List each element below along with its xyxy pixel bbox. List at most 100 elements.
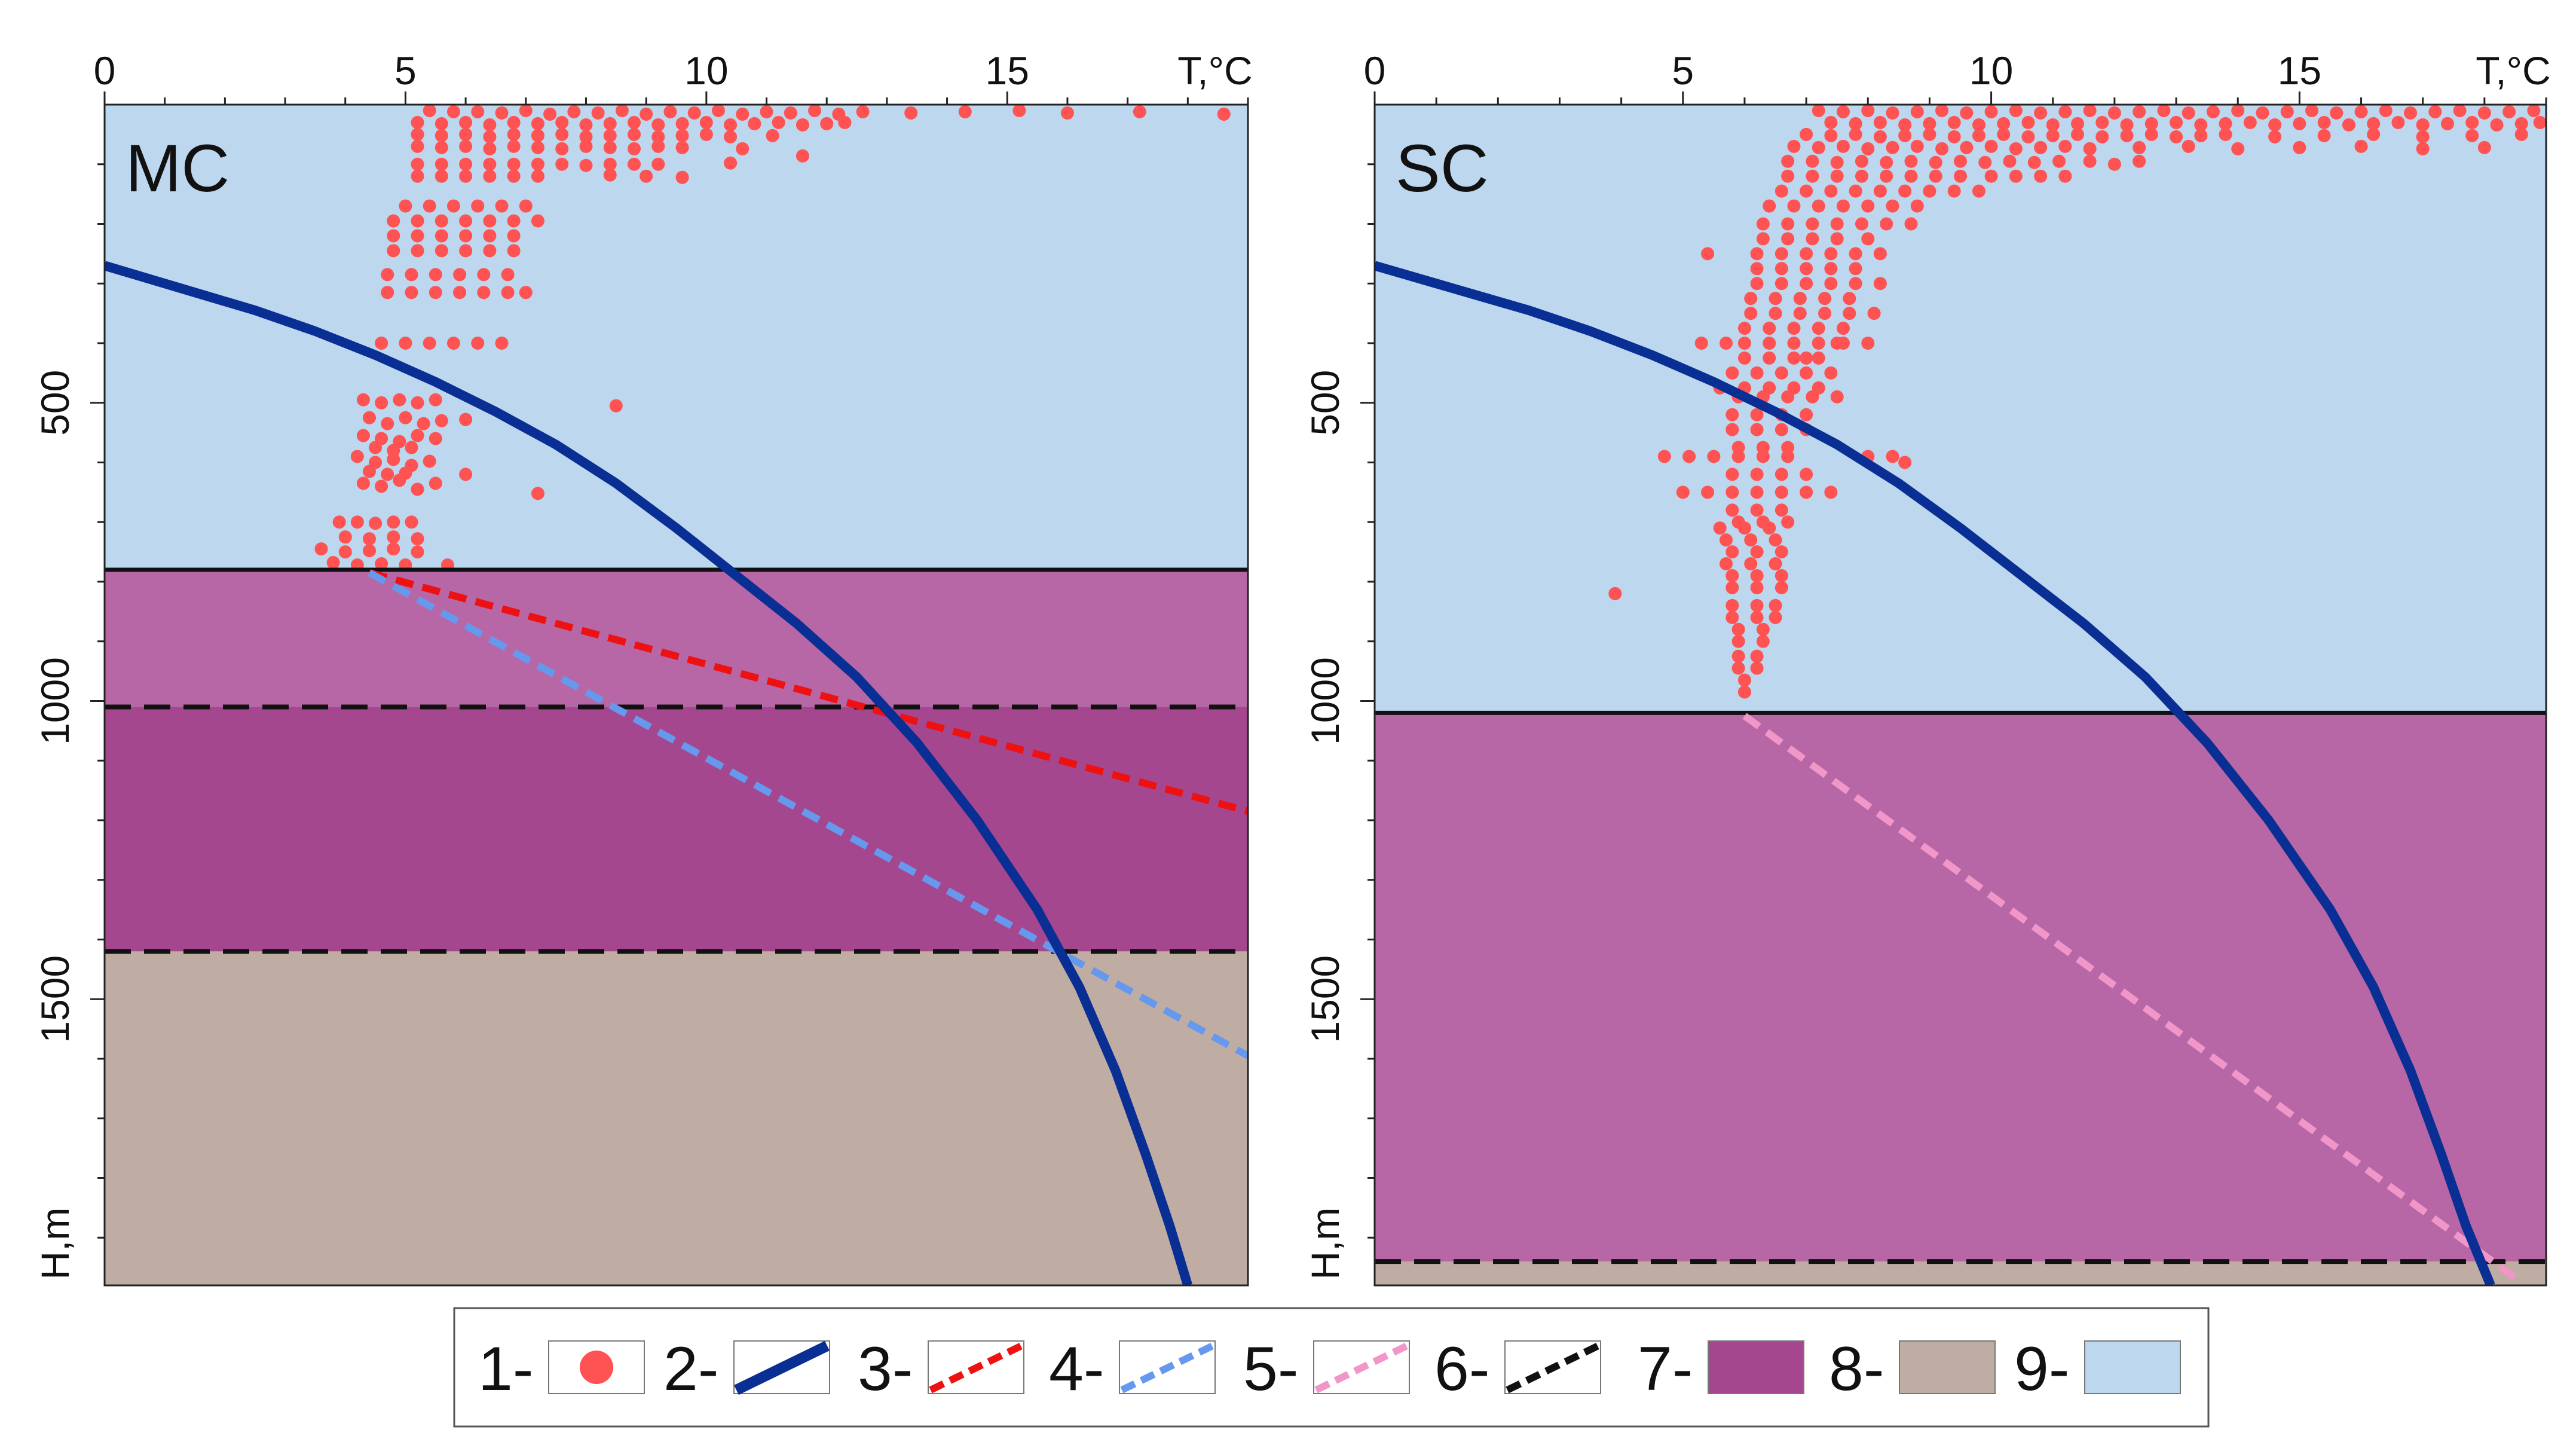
data-point xyxy=(1806,154,1819,168)
data-point xyxy=(1763,199,1776,213)
data-point xyxy=(2428,105,2442,118)
data-point xyxy=(2133,154,2146,168)
data-point xyxy=(1855,169,1868,183)
blue-curve xyxy=(1375,261,2495,1285)
data-point xyxy=(1775,277,1788,291)
legend-label-7: 7- xyxy=(1638,1334,1693,1404)
data-point xyxy=(314,542,328,556)
data-point xyxy=(1750,503,1764,517)
data-point xyxy=(2330,106,2344,120)
data-point xyxy=(1769,307,1782,320)
data-point xyxy=(507,169,521,183)
data-point xyxy=(1910,199,1924,213)
data-point xyxy=(1750,661,1764,675)
data-point xyxy=(356,476,370,490)
data-point xyxy=(1726,581,1739,594)
data-point xyxy=(1682,450,1696,463)
data-point xyxy=(1824,115,1838,129)
data-point xyxy=(332,515,346,529)
data-point xyxy=(1775,485,1788,499)
data-point xyxy=(423,105,436,117)
data-point xyxy=(411,169,424,183)
data-point xyxy=(2009,105,2023,117)
data-point xyxy=(1855,154,1868,168)
data-point xyxy=(724,130,738,143)
data-point xyxy=(411,545,424,559)
data-point xyxy=(699,115,713,129)
legend-label-4: 4- xyxy=(1049,1334,1104,1404)
legend-label-9: 9- xyxy=(2014,1334,2069,1404)
data-point xyxy=(2071,127,2084,141)
data-point xyxy=(1837,139,1850,153)
layer-8-band xyxy=(105,951,1248,1285)
data-point xyxy=(2465,129,2479,142)
data-point xyxy=(483,214,497,228)
data-point xyxy=(651,130,665,143)
data-point xyxy=(699,127,713,141)
data-point xyxy=(1713,521,1727,535)
data-point xyxy=(1750,247,1764,261)
data-point xyxy=(2021,130,2035,143)
data-point xyxy=(519,199,533,213)
data-point xyxy=(1800,184,1813,198)
data-point xyxy=(405,515,418,529)
data-point xyxy=(760,105,773,118)
data-point xyxy=(1731,450,1745,463)
data-point xyxy=(958,105,972,118)
data-point xyxy=(675,140,689,154)
data-point xyxy=(519,286,533,300)
data-point xyxy=(543,107,557,121)
data-point xyxy=(1781,390,1795,404)
data-point xyxy=(435,229,448,243)
data-point xyxy=(2465,115,2479,129)
data-point xyxy=(856,105,870,118)
legend-dashed-line-icon xyxy=(1506,1342,1600,1394)
x-tick-label: 0 xyxy=(94,48,116,93)
data-point xyxy=(1726,408,1739,421)
data-point xyxy=(2527,105,2541,117)
legend-symbol-red-dashed xyxy=(928,1340,1024,1394)
data-point xyxy=(483,229,497,243)
data-point xyxy=(1775,366,1788,380)
data-point xyxy=(555,142,569,155)
data-point xyxy=(2021,115,2035,129)
data-point xyxy=(1960,106,1974,120)
data-point xyxy=(507,214,521,228)
data-point xyxy=(1775,503,1788,517)
data-point xyxy=(1781,450,1795,463)
data-point xyxy=(1923,184,1936,198)
data-point xyxy=(446,336,460,350)
data-point xyxy=(2453,105,2467,117)
data-point xyxy=(435,414,448,427)
data-point xyxy=(1750,581,1764,594)
data-point xyxy=(1781,515,1795,529)
data-point xyxy=(411,157,424,171)
data-point xyxy=(555,157,569,171)
data-point xyxy=(1837,199,1850,213)
data-point xyxy=(555,127,569,141)
data-point xyxy=(628,127,641,141)
blue-dashed-line xyxy=(368,569,1248,1059)
data-point xyxy=(1830,169,1844,183)
data-point xyxy=(1763,336,1776,350)
data-point xyxy=(531,140,544,154)
data-point xyxy=(1812,336,1825,350)
data-point xyxy=(531,117,544,130)
data-point xyxy=(1720,557,1733,571)
data-point xyxy=(1775,262,1788,276)
data-point xyxy=(1880,169,1893,183)
x-axis-label: T,°C xyxy=(1177,48,1252,93)
legend-fill-swatch xyxy=(2084,1340,2181,1394)
data-point xyxy=(1707,450,1721,463)
data-point xyxy=(609,399,623,413)
data-point xyxy=(411,244,424,258)
data-point xyxy=(1787,351,1801,365)
data-point xyxy=(429,393,442,407)
y-tick-label: 500 xyxy=(1303,370,1347,436)
y-axis-label: H,m xyxy=(33,1208,77,1280)
data-point xyxy=(1608,586,1622,600)
data-point xyxy=(387,229,400,243)
data-point xyxy=(1861,142,1875,155)
layer-upper-band xyxy=(105,570,1248,707)
data-point xyxy=(651,139,665,153)
